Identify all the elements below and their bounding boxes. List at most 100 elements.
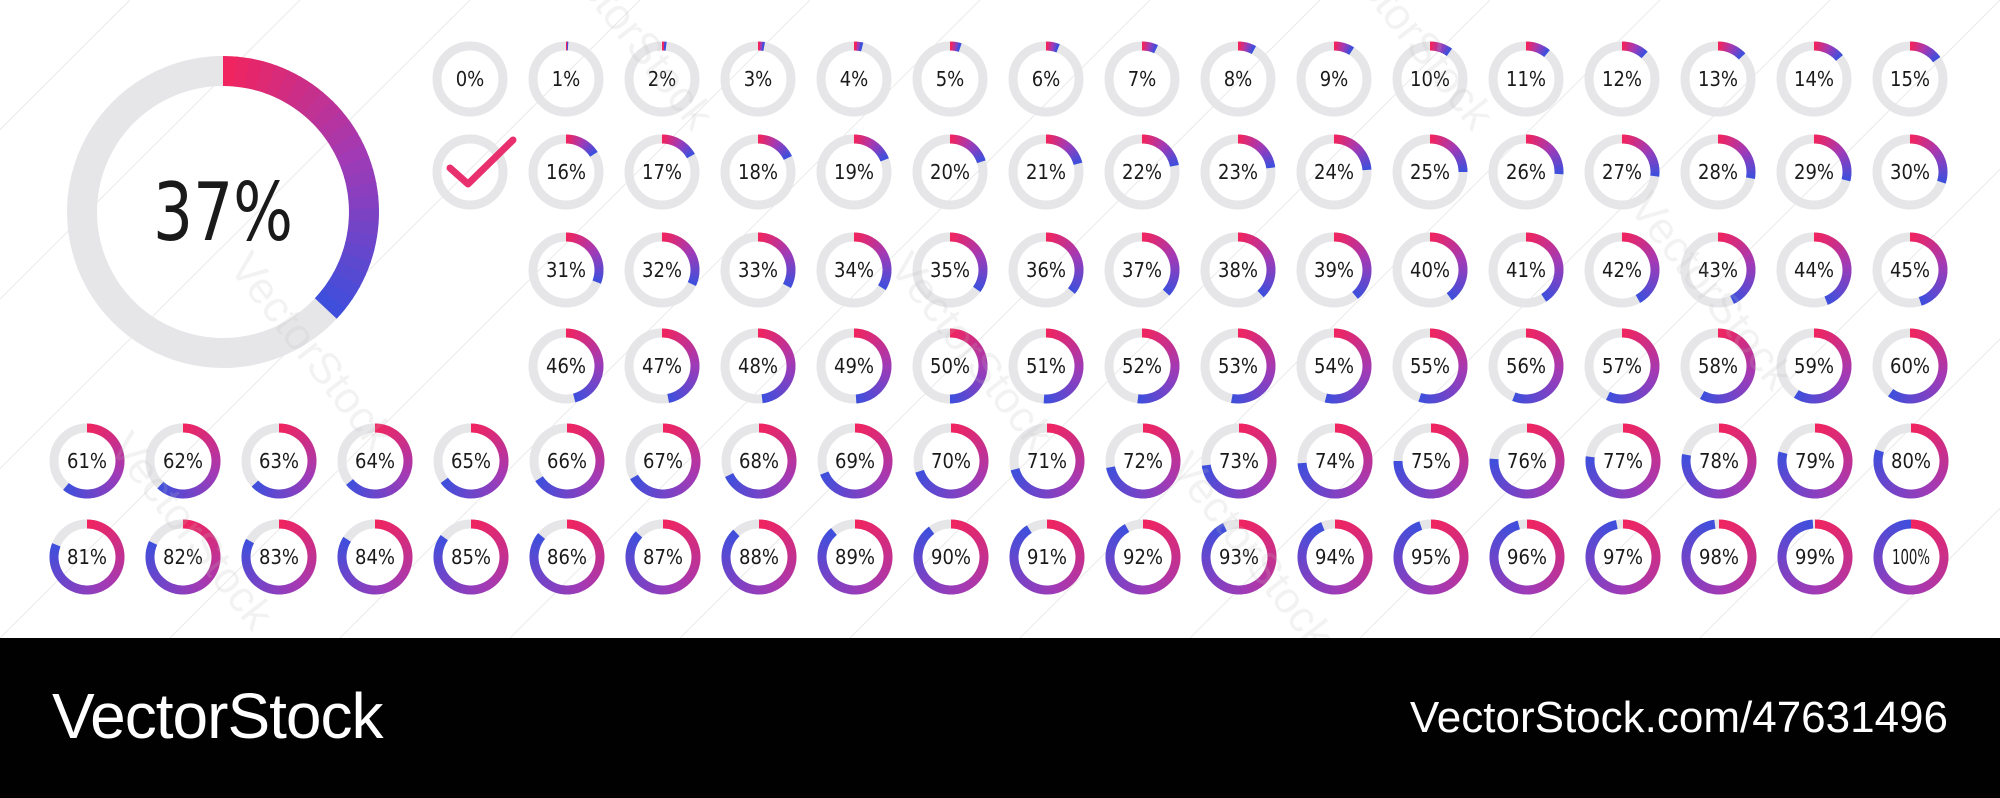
percent-ring-arc-segment xyxy=(963,485,971,495)
check-ring-track xyxy=(432,134,508,210)
percent-ring-arc-segment xyxy=(269,584,275,595)
percent-ring-arc-segment xyxy=(1914,329,1920,339)
percent-ring-arc-segment xyxy=(971,146,981,156)
percent-ring-arc-segment xyxy=(932,581,940,592)
percent-ring-arc-segment xyxy=(1401,531,1411,540)
percent-ring-arc-segment xyxy=(103,526,112,536)
percent-ring-arc-segment xyxy=(1699,523,1707,533)
percent-ring: 35% xyxy=(912,232,988,308)
percent-ring-arc-segment xyxy=(917,569,927,577)
percent-ring: 10% xyxy=(1392,41,1468,117)
percent-ring-arc-segment xyxy=(780,436,790,445)
watermark-line xyxy=(509,0,1151,638)
percent-ring-arc-segment xyxy=(1361,370,1371,376)
percent-ring-label: 83% xyxy=(259,545,299,569)
percent-ring-arc-segment xyxy=(339,542,349,549)
percent-ring-arc-segment xyxy=(688,255,698,262)
percent-ring-arc-segment xyxy=(878,152,888,160)
percent-ring-arc-segment xyxy=(1840,445,1851,452)
percent-ring-arc-segment xyxy=(1730,294,1737,304)
percent-ring-arc-segment xyxy=(677,238,686,248)
percent-ring-arc-segment xyxy=(1037,584,1043,595)
watermark-line xyxy=(1699,338,2000,638)
percent-ring-arc-segment xyxy=(146,563,157,570)
percent-ring-label: 23% xyxy=(1218,160,1258,184)
percent-ring: 26% xyxy=(1488,134,1564,210)
percent-ring: 30% xyxy=(1872,134,1948,210)
percent-ring-arc-segment xyxy=(976,470,987,477)
percent-ring-arc-segment xyxy=(687,568,698,576)
percent-ring-arc-segment xyxy=(1536,425,1544,436)
percent-ring-arc-segment xyxy=(591,253,601,260)
percent-ring-arc-segment xyxy=(1125,582,1133,592)
percent-ring-arc-segment xyxy=(674,522,683,533)
percent-ring-label: 38% xyxy=(1218,258,1258,282)
percent-ring: 29% xyxy=(1776,134,1852,210)
percent-ring-arc-segment xyxy=(685,151,695,159)
percent-ring-arc-segment xyxy=(1742,281,1753,290)
percent-ring-arc-segment xyxy=(496,540,507,548)
percent-ring-arc-segment xyxy=(1153,582,1160,592)
percent-ring-arc-segment xyxy=(1933,343,1943,352)
percent-ring-arc-segment xyxy=(673,390,682,400)
percent-ring-label: 92% xyxy=(1123,545,1163,569)
percent-ring-arc-segment xyxy=(1457,355,1467,362)
percent-ring-arc-segment xyxy=(777,432,786,442)
percent-ring-arc-segment xyxy=(1358,439,1368,447)
percent-ring-arc-segment xyxy=(1314,484,1323,495)
percent-ring-arc-segment xyxy=(1400,573,1410,583)
percent-ring-arc-segment xyxy=(1447,578,1456,588)
percent-ring-arc-segment xyxy=(1360,566,1371,573)
percent-ring-arc-segment xyxy=(1534,520,1541,531)
percent-ring-arc-segment xyxy=(1626,42,1632,52)
percent-ring-arc-segment xyxy=(689,469,699,477)
percent-ring-arc-segment xyxy=(1162,530,1172,539)
percent-ring-arc-segment xyxy=(1146,135,1153,145)
percent-ring-arc-segment xyxy=(1743,441,1753,449)
percent-ring-arc-segment xyxy=(487,526,496,536)
percent-ring-arc-segment xyxy=(1361,356,1371,362)
percent-ring-arc-segment xyxy=(1017,478,1027,487)
percent-ring-arc-segment xyxy=(1639,336,1649,346)
percent-ring-arc-segment xyxy=(1529,393,1535,404)
percent-ring-arc-segment xyxy=(1835,147,1845,156)
percent-ring-arc-segment xyxy=(766,520,773,531)
percent-ring-arc-segment xyxy=(1300,471,1310,479)
percent-ring-arc-segment xyxy=(1644,343,1655,352)
percent-ring-arc-segment xyxy=(1170,451,1180,457)
percent-ring-arc-segment xyxy=(1435,520,1442,530)
percent-ring-arc-segment xyxy=(1936,566,1947,574)
percent-ring-arc-segment xyxy=(1166,346,1176,354)
percent-ring-arc-segment xyxy=(673,235,681,246)
percent-ring-arc-segment xyxy=(1161,243,1171,252)
percent-ring-arc-segment xyxy=(1649,262,1660,267)
percent-ring-arc-segment xyxy=(1243,424,1250,434)
percent-ring-arc-segment xyxy=(686,570,696,579)
percent-ring-arc-segment xyxy=(1451,574,1461,584)
percent-ring-arc-segment xyxy=(389,579,398,590)
percent-ring-arc-segment xyxy=(1515,584,1521,594)
percent-ring-arc-segment xyxy=(590,571,600,579)
percent-ring-arc-segment xyxy=(626,564,637,571)
percent-ring-arc-segment xyxy=(672,582,680,593)
percent-ring-arc-segment xyxy=(914,564,925,571)
percent-ring-arc-segment xyxy=(1168,540,1179,548)
percent-ring-arc-segment xyxy=(399,441,409,449)
percent-ring-arc-segment xyxy=(784,470,795,478)
percent-ring-arc-segment xyxy=(1257,289,1266,298)
percent-ring-arc-segment xyxy=(593,261,604,267)
percent-ring-arc-segment xyxy=(1349,580,1357,590)
percent-ring-arc-segment xyxy=(871,526,880,536)
percent-ring-arc-segment xyxy=(1361,564,1372,570)
percent-ring: 67% xyxy=(625,423,701,499)
percent-ring-arc-segment xyxy=(1544,336,1553,346)
percent-ring-arc xyxy=(1887,328,1948,404)
percent-ring-arc-segment xyxy=(113,543,124,550)
percent-ring-arc-segment xyxy=(1648,566,1659,574)
percent-ring-arc-segment xyxy=(1450,243,1459,252)
percent-ring-arc-segment xyxy=(1538,522,1546,533)
percent-ring-arc-segment xyxy=(534,571,544,579)
percent-ring-label: 87% xyxy=(643,545,683,569)
percent-ring-arc-segment xyxy=(881,563,892,570)
percent-ring-arc-segment xyxy=(876,476,887,486)
